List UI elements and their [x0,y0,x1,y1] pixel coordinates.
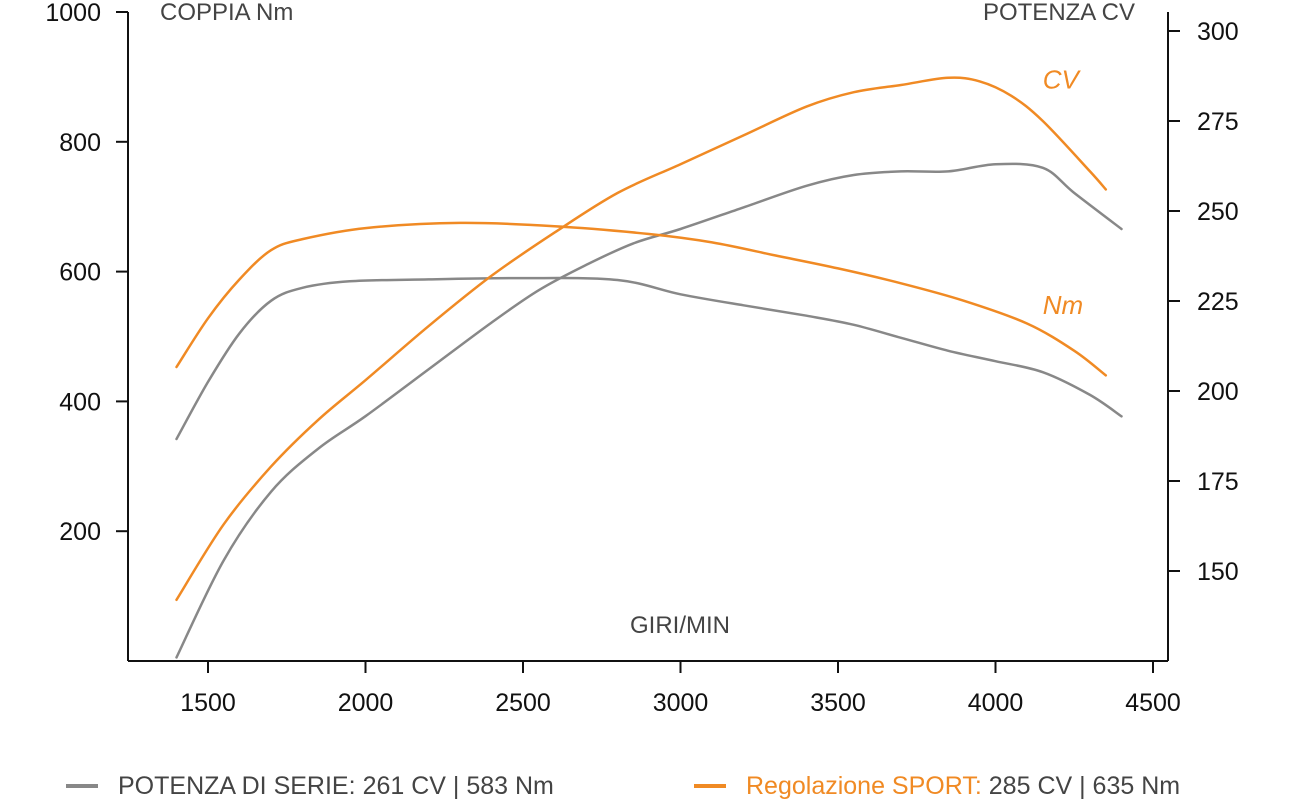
series-line-sport-power [175,76,1108,602]
series-line-serie-torque [175,276,1123,441]
y-left-tick-label-800: 800 [59,129,101,157]
x-tick-label-3500: 3500 [810,689,866,717]
left-axis-title: COPPIA Nm [160,0,293,26]
legend-sport: Regolazione SPORT: 285 CV | 635 Nm [694,766,1180,806]
curve-label-cv: CV [1043,65,1082,95]
curve-label-nm: Nm [1043,290,1083,320]
right-axis-title: POTENZA CV [983,0,1135,26]
y-right-tick-label-150: 150 [1197,558,1239,586]
x-tick-label-2000: 2000 [338,689,394,717]
y-right-tick-label-275: 275 [1197,108,1239,136]
x-tick-label-3000: 3000 [653,689,709,717]
curve-labels: CV Nm [1043,65,1083,320]
y-right-tick-label-225: 225 [1197,288,1239,316]
axes [127,12,1169,662]
legend-serie-label: POTENZA DI SERIE: [118,771,356,800]
x-tick-label-1500: 1500 [180,689,236,717]
legend-serie-values: 261 CV | 583 Nm [362,771,554,800]
legend-sport-values: 285 CV | 635 Nm [988,771,1181,800]
legend-serie: POTENZA DI SERIE: 261 CV | 583 Nm [66,766,554,806]
y-right-tick-label-300: 300 [1197,18,1239,46]
x-tick-label-2500: 2500 [495,689,551,717]
y-left-tick-label-600: 600 [59,259,101,287]
x-axis-title: GIRI/MIN [630,612,730,639]
tick-labels: 1500 2000 2500 3000 3500 4000 4500 200 400 600 800… [45,0,1238,717]
y-left-tick-label-400: 400 [59,388,101,416]
series-line-sport-torque [175,221,1108,377]
y-right-tick-label-200: 200 [1197,378,1239,406]
y-left-tick-label-200: 200 [59,518,101,546]
curves [175,76,1123,659]
tick-marks [116,11,1180,673]
x-tick-label-4000: 4000 [968,689,1024,717]
legend-sport-swatch [694,784,726,788]
y-right-tick-label-175: 175 [1197,468,1239,496]
x-tick-label-4500: 4500 [1125,689,1181,717]
y-left-tick-label-1000: 1000 [45,0,101,27]
legend-sport-label: Regolazione SPORT: [746,771,982,800]
y-right-tick-label-250: 250 [1197,198,1239,226]
series-line-serie-power [175,162,1123,659]
legend-serie-swatch [66,784,98,788]
power-torque-chart: 1500 2000 2500 3000 3500 4000 4500 200 400 600 800… [45,0,1238,717]
